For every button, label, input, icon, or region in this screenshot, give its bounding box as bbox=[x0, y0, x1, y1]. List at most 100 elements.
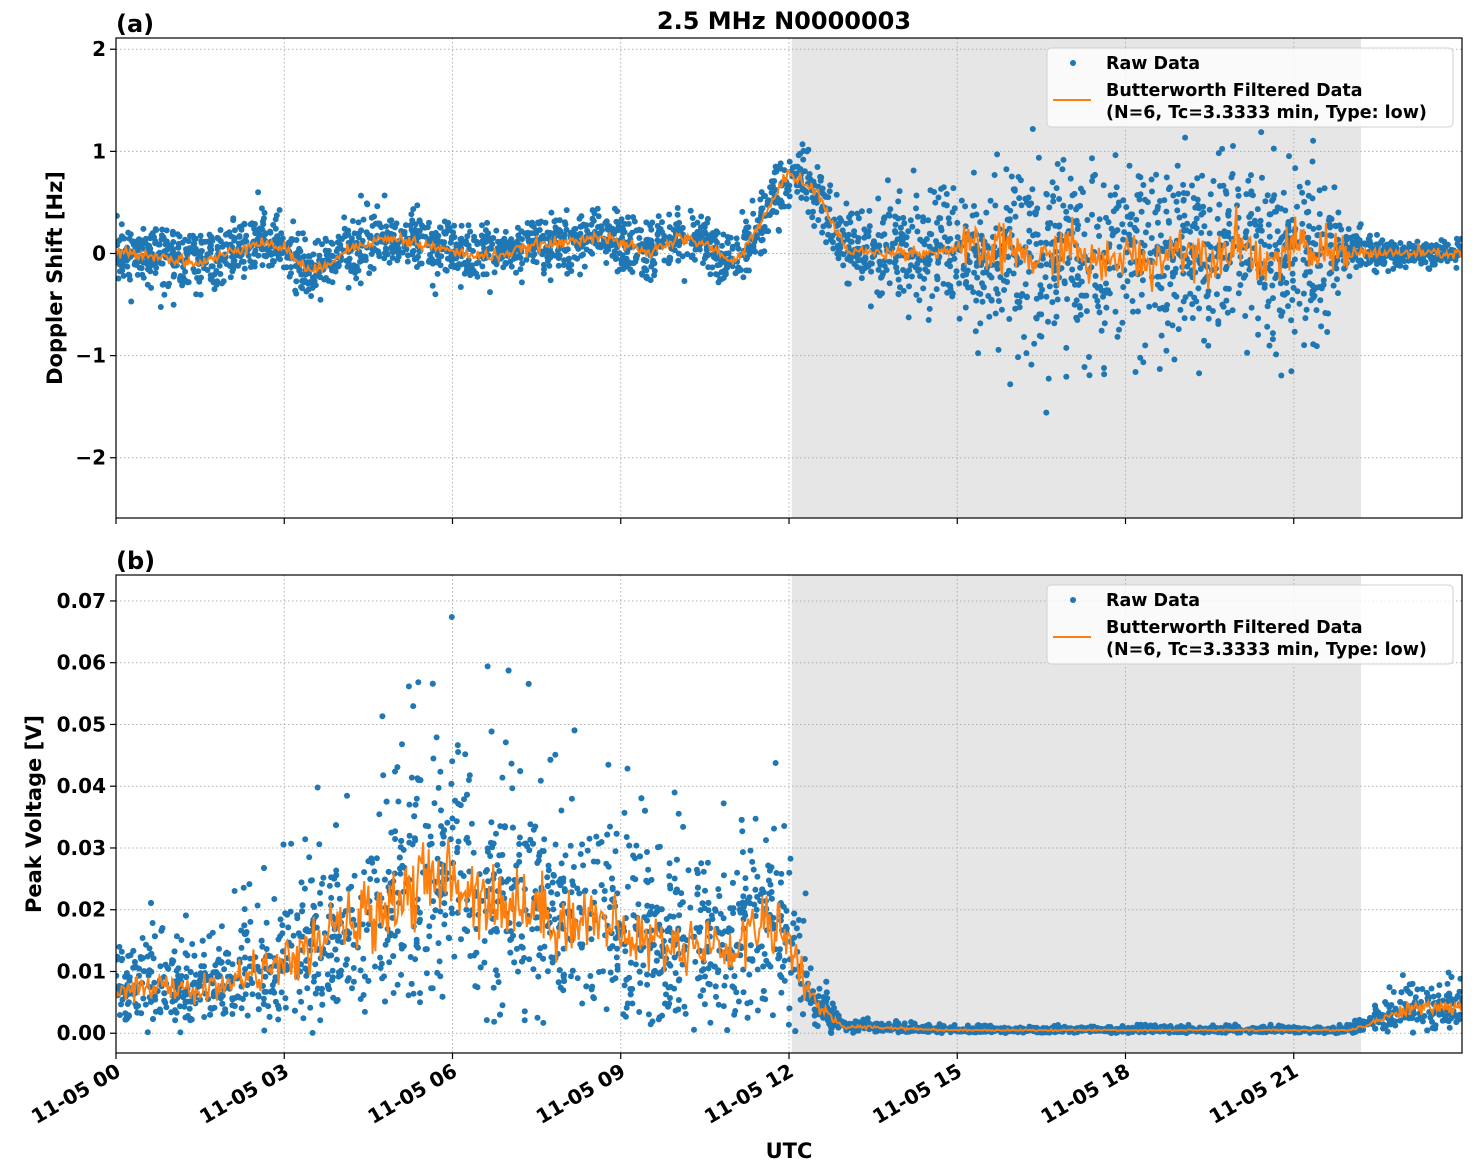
raw-data-point bbox=[776, 227, 782, 234]
raw-data-point bbox=[602, 248, 609, 255]
raw-data-point bbox=[374, 877, 380, 884]
raw-data-point bbox=[629, 269, 636, 275]
raw-data-point bbox=[530, 258, 537, 265]
raw-data-point bbox=[1261, 241, 1268, 248]
raw-data-point bbox=[1182, 294, 1189, 301]
raw-data-point bbox=[1103, 304, 1110, 311]
raw-data-point bbox=[370, 265, 377, 272]
raw-data-point bbox=[1051, 320, 1058, 327]
raw-data-point bbox=[794, 188, 801, 195]
raw-data-point bbox=[1267, 260, 1274, 267]
raw-data-point bbox=[735, 245, 742, 252]
raw-data-point bbox=[691, 256, 698, 263]
raw-data-point bbox=[303, 972, 310, 979]
raw-data-point bbox=[408, 774, 415, 781]
raw-data-point bbox=[740, 989, 747, 996]
raw-data-point bbox=[435, 784, 442, 791]
raw-data-point bbox=[223, 261, 230, 268]
raw-data-point bbox=[800, 147, 807, 154]
raw-data-point bbox=[319, 241, 325, 248]
raw-data-point bbox=[827, 182, 834, 189]
raw-data-point bbox=[342, 233, 349, 240]
raw-data-point bbox=[244, 1012, 251, 1019]
raw-data-point bbox=[675, 997, 682, 1003]
raw-data-point bbox=[587, 973, 594, 979]
raw-data-point bbox=[508, 263, 515, 270]
raw-data-point bbox=[1397, 240, 1404, 246]
raw-data-point bbox=[1126, 236, 1133, 243]
raw-data-point bbox=[1124, 278, 1131, 285]
raw-data-point bbox=[1119, 319, 1126, 326]
raw-data-point bbox=[720, 274, 727, 281]
raw-data-point bbox=[375, 220, 382, 227]
raw-data-point bbox=[467, 228, 474, 235]
raw-data-point bbox=[1255, 315, 1262, 322]
raw-data-point bbox=[997, 274, 1004, 281]
raw-data-point bbox=[1253, 232, 1260, 239]
raw-data-point bbox=[159, 226, 166, 233]
raw-data-point bbox=[1023, 293, 1030, 300]
raw-data-point bbox=[178, 937, 185, 943]
raw-data-point bbox=[609, 252, 616, 259]
raw-data-point bbox=[541, 266, 547, 273]
raw-data-point bbox=[925, 217, 932, 224]
raw-data-point bbox=[550, 906, 557, 913]
raw-data-point bbox=[899, 237, 906, 244]
raw-data-point bbox=[568, 261, 575, 268]
raw-data-point bbox=[1138, 291, 1145, 298]
raw-data-point bbox=[386, 259, 393, 266]
raw-data-point bbox=[283, 264, 290, 271]
raw-data-point bbox=[1441, 238, 1448, 245]
raw-data-point bbox=[349, 985, 355, 992]
raw-data-point bbox=[595, 840, 602, 847]
raw-data-point bbox=[675, 977, 682, 984]
legend-filtered-params: (N=6, Tc=3.3333 min, Type: low) bbox=[1106, 103, 1427, 123]
raw-data-point bbox=[1380, 260, 1386, 267]
raw-data-point bbox=[754, 873, 761, 880]
raw-data-point bbox=[773, 870, 780, 876]
raw-data-point bbox=[1022, 281, 1029, 288]
raw-data-point bbox=[574, 975, 581, 982]
raw-data-point bbox=[295, 230, 302, 237]
raw-data-point bbox=[116, 275, 122, 282]
raw-data-point bbox=[601, 888, 608, 894]
raw-data-point bbox=[621, 229, 628, 236]
raw-data-point bbox=[1123, 204, 1130, 211]
raw-data-point bbox=[1289, 297, 1296, 303]
raw-data-point bbox=[875, 195, 882, 202]
raw-data-point bbox=[508, 760, 515, 767]
raw-data-point bbox=[1317, 297, 1324, 304]
raw-data-point bbox=[754, 1007, 761, 1014]
raw-data-point bbox=[461, 270, 468, 277]
raw-data-point bbox=[1063, 208, 1070, 215]
raw-data-point bbox=[1036, 332, 1043, 339]
raw-data-point bbox=[554, 891, 561, 898]
raw-data-point bbox=[940, 280, 947, 287]
raw-data-point bbox=[1247, 191, 1254, 197]
raw-data-point bbox=[1200, 209, 1207, 216]
raw-data-point bbox=[954, 219, 961, 226]
raw-data-point bbox=[1130, 308, 1136, 315]
raw-data-point bbox=[1289, 270, 1296, 277]
raw-data-point bbox=[1290, 284, 1297, 291]
raw-data-point bbox=[441, 218, 448, 225]
raw-data-point bbox=[1103, 287, 1110, 294]
raw-data-point bbox=[1089, 211, 1095, 218]
raw-data-point bbox=[817, 173, 824, 180]
raw-data-point bbox=[1181, 212, 1188, 219]
raw-data-point bbox=[580, 251, 586, 258]
legend-raw-marker bbox=[1070, 60, 1076, 66]
raw-data-point bbox=[1169, 322, 1176, 329]
raw-data-point bbox=[1076, 303, 1083, 309]
raw-data-point bbox=[498, 239, 505, 246]
raw-data-point bbox=[524, 220, 531, 226]
raw-data-point bbox=[1205, 315, 1212, 322]
raw-data-point bbox=[576, 904, 583, 911]
raw-data-point bbox=[1305, 234, 1312, 241]
raw-data-point bbox=[856, 251, 863, 258]
raw-data-point bbox=[514, 224, 521, 231]
raw-data-point bbox=[298, 284, 305, 290]
raw-data-point bbox=[636, 226, 643, 233]
raw-data-point bbox=[719, 941, 726, 948]
raw-data-point bbox=[1221, 233, 1228, 239]
